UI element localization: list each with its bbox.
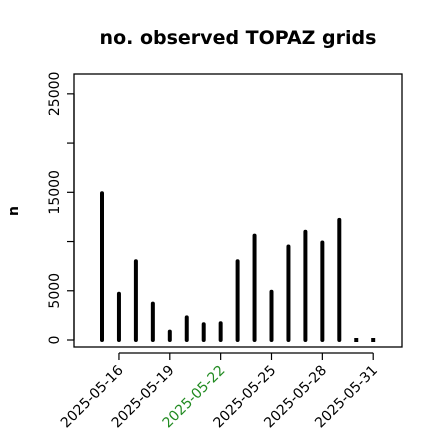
chart-title: no. observed TOPAZ grids bbox=[100, 27, 377, 49]
y-tick-label: 15000 bbox=[47, 170, 63, 215]
y-tick-label: 25000 bbox=[47, 72, 63, 117]
y-tick-label: 5000 bbox=[47, 273, 63, 309]
x-axis: 2025-05-162025-05-192025-05-222025-05-25… bbox=[58, 352, 381, 431]
bar-zero bbox=[371, 338, 376, 342]
bars bbox=[100, 191, 376, 342]
y-axis: 0 5000 15000 25000 bbox=[47, 72, 75, 345]
y-axis-label: n bbox=[6, 206, 22, 216]
bar-zero bbox=[354, 338, 359, 342]
y-tick-label: 0 bbox=[47, 336, 63, 345]
